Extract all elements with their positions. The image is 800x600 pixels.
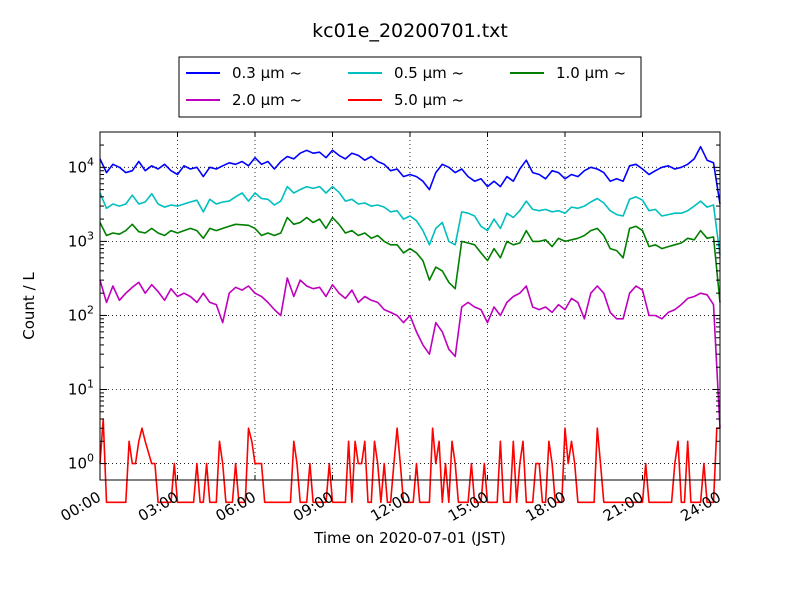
y-tick-label: 100 <box>68 452 94 473</box>
y-tick-labels: 100 101 102 103 104 <box>68 155 94 472</box>
legend-label-4: 5.0 μm ~ <box>394 91 464 109</box>
x-tick-label: 03:00 <box>135 488 181 525</box>
x-tick-label: 06:00 <box>213 488 259 525</box>
chart-title: kc01e_20200701.txt <box>312 20 508 42</box>
series-line-0 <box>99 145 721 205</box>
series-line-3 <box>99 277 721 429</box>
axis-ticks <box>99 132 721 480</box>
y-tick-label: 104 <box>68 155 94 176</box>
series-line-2 <box>99 216 721 303</box>
legend-box <box>178 56 642 118</box>
x-tick-label: 21:00 <box>600 488 646 525</box>
y-tick-label: 103 <box>68 229 94 250</box>
x-axis-label: Time on 2020-07-01 (JST) <box>313 529 506 547</box>
legend: 0.3 μm ~ 0.5 μm ~ 1.0 μm ~ 2.0 μm ~ 5.0 μm ~ <box>178 56 642 118</box>
y-tick-label: 102 <box>68 303 94 324</box>
y-tick-label: 101 <box>68 378 94 399</box>
grid <box>100 132 720 480</box>
legend-label-3: 2.0 μm ~ <box>232 91 302 109</box>
series-line-1 <box>99 185 721 256</box>
x-tick-label: 09:00 <box>290 488 336 525</box>
series-line-4 <box>99 418 720 504</box>
legend-label-0: 0.3 μm ~ <box>232 64 302 82</box>
legend-label-2: 1.0 μm ~ <box>556 64 626 82</box>
series-lines <box>99 145 721 504</box>
legend-label-1: 0.5 μm ~ <box>394 64 464 82</box>
x-tick-label: 00:00 <box>58 488 104 525</box>
y-axis-label: Count / L <box>20 272 38 340</box>
